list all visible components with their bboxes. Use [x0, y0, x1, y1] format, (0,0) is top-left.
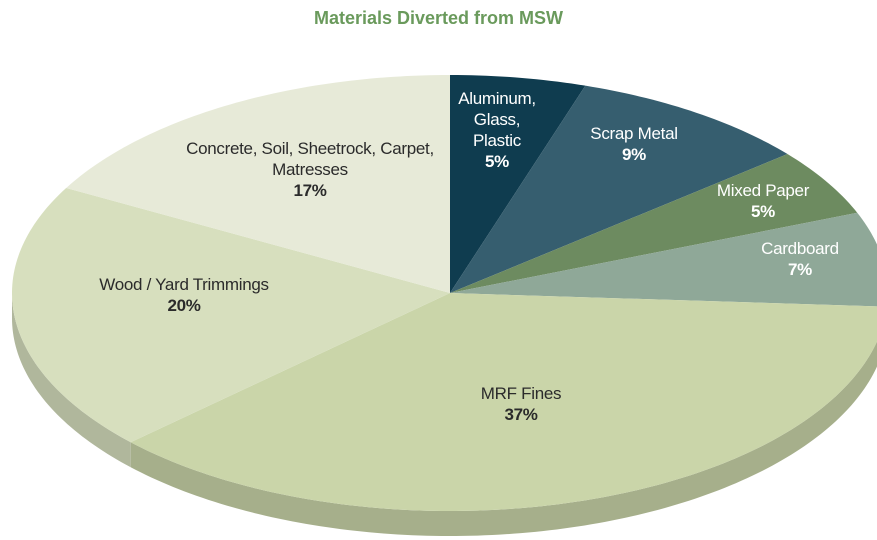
- slice-label: MRF Fines 37%: [421, 383, 621, 425]
- value-label: 37%: [504, 405, 538, 424]
- slice: [130, 293, 877, 511]
- category-label: Mixed Paper: [716, 181, 810, 200]
- category-label: MRF Fines: [480, 384, 562, 403]
- value-label: 5%: [485, 152, 509, 171]
- slice: [450, 85, 788, 293]
- category-label: Wood / Yard Trimmings: [99, 275, 269, 294]
- slice-label: Concrete, Soil, Sheetrock, Carpet, Matre…: [185, 138, 435, 201]
- slice-label: Scrap Metal 9%: [569, 123, 699, 165]
- slice-side: [130, 341, 877, 536]
- value-label: 5%: [751, 202, 775, 221]
- slice: [450, 75, 586, 293]
- value-label: 7%: [788, 260, 812, 279]
- chart-title: Materials Diverted from MSW: [313, 8, 564, 28]
- value-label: 9%: [622, 145, 646, 164]
- category-label: Aluminum, Glass, Plastic: [458, 89, 536, 150]
- category-label: Scrap Metal: [590, 124, 678, 143]
- category-label: Cardboard: [761, 239, 839, 258]
- value-label: 17%: [293, 181, 327, 200]
- category-label: Concrete, Soil, Sheetrock, Carpet, Matre…: [186, 139, 434, 179]
- slice-label: Wood / Yard Trimmings 20%: [64, 274, 304, 316]
- slice: [450, 212, 877, 307]
- slice-side: [12, 293, 131, 468]
- slice: [66, 75, 450, 293]
- slice-label: Mixed Paper 5%: [698, 180, 828, 222]
- value-label: 20%: [167, 296, 201, 315]
- slice: [450, 154, 858, 293]
- slice-label: Aluminum, Glass, Plastic 5%: [450, 88, 545, 172]
- slice: [12, 187, 450, 443]
- slice-label: Cardboard 7%: [745, 238, 855, 280]
